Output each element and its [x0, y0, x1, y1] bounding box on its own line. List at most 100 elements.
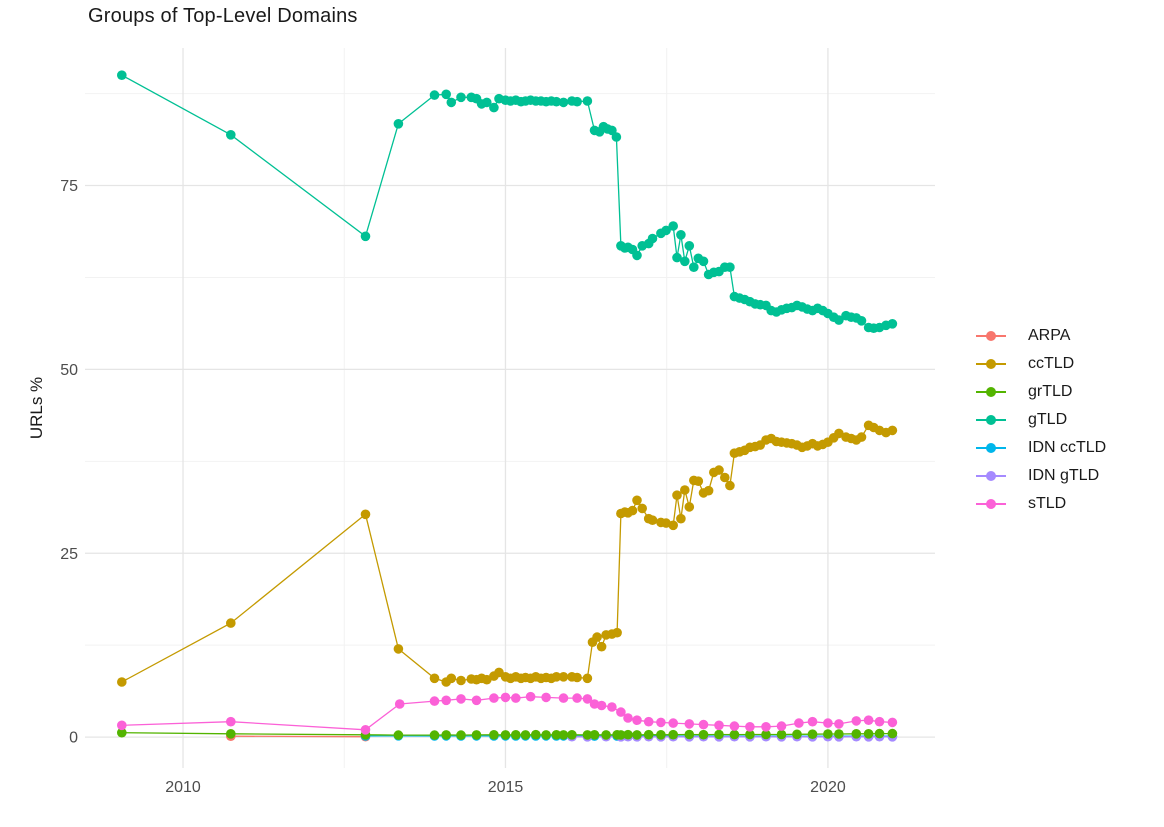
series-point-grtld — [393, 730, 404, 740]
series-point-stld — [823, 718, 833, 728]
series-point-grtld — [863, 729, 874, 739]
legend-label: IDN gTLD — [1028, 467, 1100, 484]
series-point-grtld — [441, 730, 452, 740]
series-point-cctld — [482, 674, 492, 685]
series-point-gtld — [632, 250, 642, 261]
y-tick-label: 25 — [60, 546, 78, 563]
series-point-stld — [874, 716, 885, 727]
series-point-grtld — [558, 730, 569, 740]
series-point-stld — [394, 699, 405, 709]
series-point-stld — [745, 722, 755, 732]
series-point-stld — [471, 695, 482, 706]
series-point-grtld — [729, 729, 740, 740]
legend-label: gTLD — [1028, 411, 1068, 428]
series-point-grtld — [511, 730, 521, 740]
series-point-stld — [851, 716, 862, 726]
x-tick-label: 2020 — [810, 779, 846, 796]
series-point-stld — [807, 716, 818, 727]
series-point-grtld — [851, 729, 862, 739]
series-point-cctld — [637, 503, 647, 514]
y-tick-label: 50 — [60, 362, 78, 379]
series-point-grtld — [567, 730, 577, 740]
series-point-cctld — [725, 480, 735, 491]
series-point-grtld — [632, 730, 642, 740]
series-point-stld — [558, 693, 569, 703]
series-point-cctld — [676, 513, 686, 524]
legend-item-stld: sTLD — [976, 490, 1106, 518]
legend-label: sTLD — [1028, 495, 1067, 512]
series-point-gtld — [661, 225, 671, 236]
y-tick-label: 0 — [69, 730, 78, 747]
series-point-gtld — [489, 102, 499, 113]
x-tick-label: 2010 — [165, 779, 201, 796]
legend-key-icon — [976, 499, 1006, 509]
series-point-gtld — [117, 70, 127, 80]
series-point-stld — [623, 713, 633, 723]
series-point-grtld — [668, 729, 678, 740]
legend-key-icon — [976, 331, 1006, 341]
series-point-gtld — [393, 119, 404, 129]
series-point-grtld — [745, 729, 755, 740]
series-point-cctld — [429, 673, 440, 684]
series-point-stld — [794, 718, 804, 728]
series-point-grtld — [823, 729, 833, 739]
series-point-gtld — [429, 90, 440, 100]
legend-key-icon — [976, 471, 1006, 481]
series-point-stld — [656, 717, 666, 728]
series-point-cctld — [680, 485, 690, 495]
series-point-cctld — [720, 472, 730, 483]
series-point-gtld — [558, 97, 569, 108]
series-point-stld — [541, 692, 551, 703]
series-point-stld — [714, 720, 724, 731]
series-point-cctld — [703, 485, 714, 496]
series-point-cctld — [693, 476, 704, 487]
series-line-gtld — [121, 74, 893, 329]
series-point-grtld — [887, 728, 898, 739]
series-point-cctld — [668, 520, 678, 531]
series-point-cctld — [627, 505, 638, 516]
series-point-grtld — [698, 729, 709, 740]
legend-item-gtld: gTLD — [976, 406, 1106, 434]
legend-key-icon — [976, 443, 1006, 453]
series-point-grtld — [489, 730, 499, 740]
series-point-stld — [500, 692, 511, 703]
series-point-stld — [632, 715, 642, 725]
legend-item-grtld: grTLD — [976, 378, 1106, 406]
series-point-cctld — [596, 641, 607, 652]
series-point-grtld — [656, 730, 666, 740]
series-point-stld — [668, 718, 678, 728]
series-point-grtld — [471, 730, 482, 740]
legend-item-idn-cctld: IDN ccTLD — [976, 434, 1106, 462]
legend-key-icon — [976, 415, 1006, 425]
series-point-cctld — [647, 515, 658, 525]
series-point-stld — [607, 702, 617, 712]
series-point-gtld — [647, 233, 658, 244]
legend-item-arpa: ARPA — [976, 322, 1106, 350]
series-point-gtld — [226, 130, 236, 140]
series-point-grtld — [792, 729, 802, 740]
series-point-cctld — [551, 672, 562, 682]
series-point-grtld — [520, 730, 531, 740]
series-point-cctld — [684, 502, 695, 512]
series-line-arpa — [230, 735, 366, 738]
series-point-grtld — [623, 729, 633, 740]
series-point-stld — [582, 694, 593, 704]
series-point-cctld — [226, 618, 236, 628]
series-point-cctld — [582, 673, 593, 684]
legend-item-cctld: ccTLD — [976, 350, 1106, 378]
series-point-grtld — [531, 729, 541, 740]
series-point-gtld — [672, 252, 682, 263]
legend-label: ARPA — [1028, 327, 1071, 344]
series-point-stld — [226, 716, 236, 727]
series-point-stld — [456, 694, 466, 704]
series-point-cctld — [117, 677, 127, 687]
series-point-cctld — [834, 428, 844, 439]
series-point-grtld — [643, 729, 654, 740]
legend-key-icon — [976, 387, 1006, 397]
series-point-grtld — [500, 730, 511, 740]
series-point-gtld — [582, 96, 593, 106]
series-point-grtld — [551, 730, 562, 740]
series-point-grtld — [589, 730, 600, 740]
x-tick-label: 2015 — [488, 779, 524, 796]
